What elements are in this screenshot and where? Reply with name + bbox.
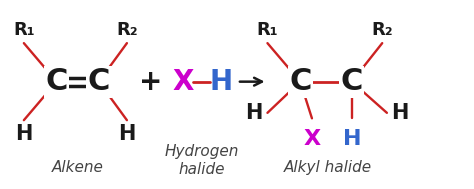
Text: R₂: R₂: [372, 22, 393, 40]
Text: Alkene: Alkene: [52, 160, 104, 175]
Text: H: H: [392, 103, 409, 123]
Text: Alkyl halide: Alkyl halide: [284, 160, 373, 175]
Text: H: H: [343, 129, 361, 149]
Text: C: C: [341, 67, 363, 96]
Text: H: H: [118, 124, 136, 144]
Text: +: +: [139, 68, 162, 96]
Text: H: H: [246, 103, 263, 123]
Text: C: C: [289, 67, 311, 96]
Text: Hydrogen
halide: Hydrogen halide: [164, 144, 239, 177]
Text: H: H: [15, 124, 33, 144]
Text: R₂: R₂: [116, 22, 138, 40]
Text: C: C: [46, 67, 68, 96]
Text: R₁: R₁: [13, 22, 35, 40]
Text: R₁: R₁: [256, 22, 278, 40]
Text: C: C: [88, 67, 110, 96]
Text: X: X: [303, 129, 320, 149]
Text: X: X: [173, 68, 194, 96]
Text: H: H: [209, 68, 232, 96]
